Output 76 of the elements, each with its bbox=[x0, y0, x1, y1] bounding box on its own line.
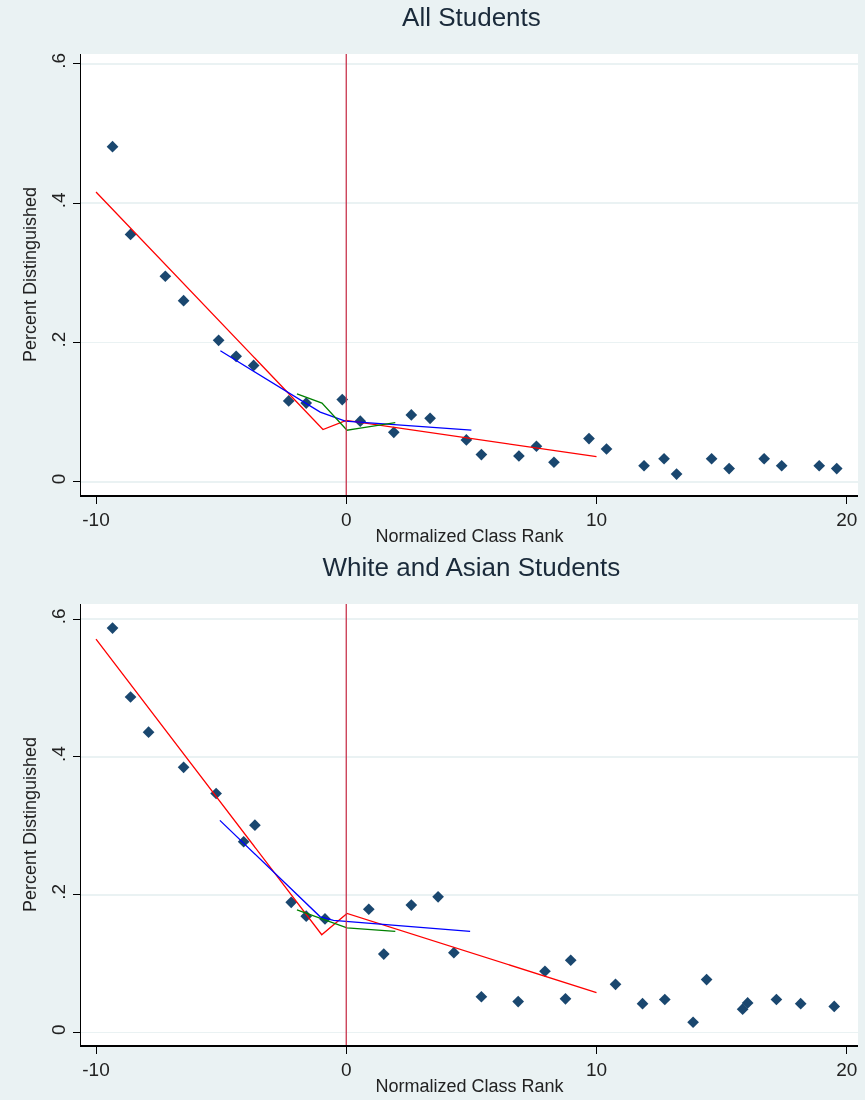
x-tick-label: -10 bbox=[82, 1059, 110, 1081]
point bbox=[362, 903, 375, 916]
point bbox=[600, 443, 613, 455]
point bbox=[539, 965, 551, 978]
point bbox=[830, 462, 843, 475]
x-axis-title: Normalized Class Rank bbox=[375, 1076, 565, 1097]
point bbox=[285, 896, 298, 909]
x-tick-label: 0 bbox=[340, 509, 352, 531]
point bbox=[548, 456, 560, 469]
point bbox=[336, 393, 349, 406]
point bbox=[142, 726, 155, 739]
point bbox=[387, 426, 400, 439]
y-axis-title: Percent Distinguished bbox=[20, 736, 41, 913]
point bbox=[828, 1000, 841, 1013]
point bbox=[249, 819, 261, 832]
point bbox=[794, 997, 807, 1010]
point bbox=[670, 468, 683, 480]
point bbox=[705, 452, 718, 465]
point bbox=[559, 992, 572, 1005]
x-tick-label: 20 bbox=[836, 509, 858, 531]
point bbox=[475, 448, 488, 461]
point bbox=[377, 948, 390, 960]
x-tick-label: 10 bbox=[585, 1059, 608, 1081]
point bbox=[775, 459, 788, 472]
point bbox=[124, 691, 137, 703]
point bbox=[758, 452, 771, 465]
point bbox=[405, 409, 418, 421]
x-tick-label: 0 bbox=[340, 1059, 352, 1081]
x-tick-label: 20 bbox=[836, 1059, 858, 1081]
point bbox=[159, 270, 172, 283]
point bbox=[736, 1003, 749, 1016]
point bbox=[687, 1016, 699, 1029]
chart-title: White and Asian Students bbox=[322, 552, 621, 583]
point bbox=[212, 334, 225, 347]
point bbox=[432, 891, 444, 903]
x-tick-label: -10 bbox=[82, 509, 110, 531]
x-axis-title: Normalized Class Rank bbox=[375, 526, 565, 547]
line-series bbox=[95, 191, 598, 458]
point bbox=[106, 622, 119, 634]
point bbox=[177, 294, 190, 307]
line-series bbox=[219, 350, 473, 431]
point bbox=[177, 761, 190, 774]
y-tick-label: 0 bbox=[47, 473, 69, 485]
y-tick-label: .6 bbox=[47, 608, 69, 625]
y-tick-label: .4 bbox=[47, 745, 69, 763]
point bbox=[658, 452, 670, 465]
point bbox=[609, 978, 622, 991]
point bbox=[813, 459, 826, 472]
point bbox=[770, 993, 783, 1006]
point bbox=[741, 997, 754, 1009]
point bbox=[583, 432, 595, 445]
y-tick-label: .2 bbox=[47, 331, 69, 348]
y-axis-title: Percent Distinguished bbox=[20, 186, 41, 363]
point bbox=[448, 946, 460, 959]
x-tick-label: 10 bbox=[585, 509, 608, 531]
point bbox=[247, 359, 260, 372]
point bbox=[124, 228, 137, 241]
point bbox=[424, 412, 436, 425]
line-series bbox=[95, 638, 598, 994]
point bbox=[700, 973, 713, 986]
y-tick-label: 0 bbox=[47, 1024, 69, 1036]
point bbox=[564, 954, 577, 967]
point bbox=[636, 997, 649, 1010]
point bbox=[658, 993, 671, 1006]
point bbox=[405, 899, 418, 911]
y-tick-label: .2 bbox=[47, 884, 69, 900]
point bbox=[723, 462, 735, 475]
point bbox=[282, 395, 295, 407]
point bbox=[475, 990, 488, 1003]
point bbox=[106, 140, 119, 153]
point bbox=[638, 459, 650, 472]
chart-title: All Students bbox=[402, 2, 541, 33]
line-series bbox=[219, 819, 471, 932]
y-tick-label: .4 bbox=[47, 191, 69, 209]
point bbox=[512, 995, 525, 1008]
y-tick-label: .6 bbox=[47, 52, 69, 69]
